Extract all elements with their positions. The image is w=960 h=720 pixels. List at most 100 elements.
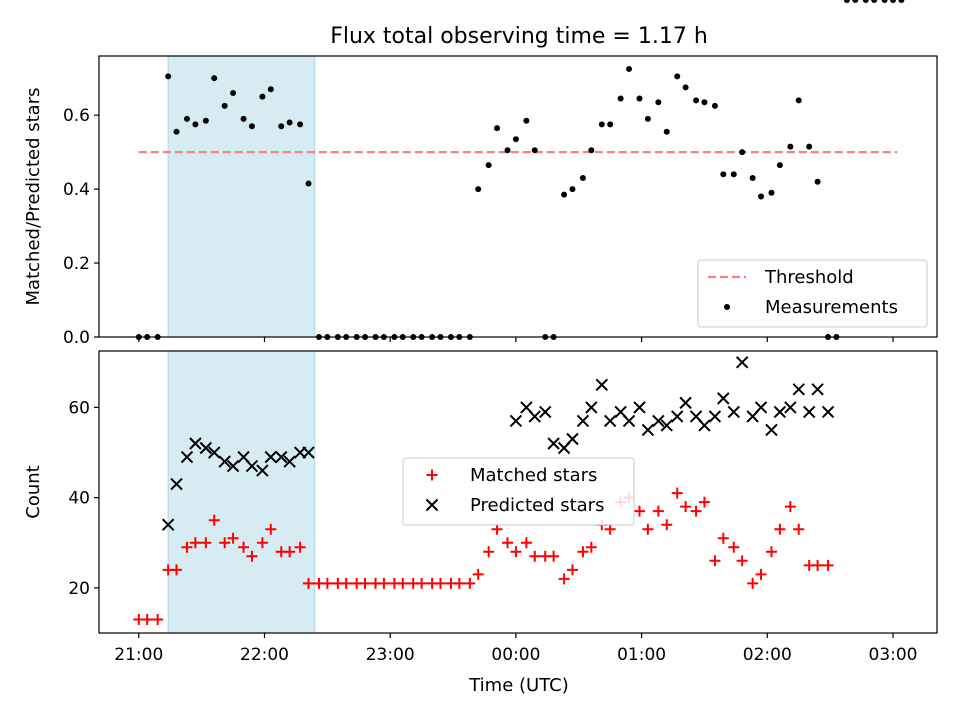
measurement-point [192,121,199,128]
predicted-point [585,401,598,414]
top-axes-frame [98,55,938,338]
bottom-legend: Matched stars Predicted stars [402,457,635,526]
top-y-tick-label: 0.4 [63,180,90,200]
measurement-point [598,121,605,128]
measurement-point [165,73,172,80]
matched-point [141,613,153,625]
measurement-point [523,117,530,124]
measurement-point [617,95,624,102]
matched-point [793,523,805,535]
measurement-point [890,0,897,3]
matched-point [585,541,597,553]
measurement-point [259,93,266,100]
measurement-point [871,0,878,3]
predicted-point [208,446,221,459]
matched-point [321,577,333,589]
matched-point [464,577,476,589]
measurement-point [881,0,888,3]
predicted-point [660,419,673,432]
predicted-point [811,383,824,396]
predicted-point [539,405,552,419]
matched-point [189,537,201,549]
measurement-point [701,99,708,106]
bottom-panel: 20 40 60 21:00 22:00 23:00 00:00 01:00 02:00 03:0… [23,351,938,665]
legend-measurements-swatch [724,304,730,310]
measurement-point [682,84,689,91]
bottom-y-axis-label: Count [23,465,44,518]
matched-point [698,496,710,508]
measurement-point [768,189,775,196]
measurement-point [739,149,746,156]
predicted-point [717,392,730,405]
measurement-point [240,115,247,122]
predicted-point [218,455,231,468]
measurement-point [278,123,285,130]
top-y-tick-label: 0.2 [63,254,90,274]
top-legend-box [697,259,928,328]
matched-point [453,577,465,589]
measurement-point [286,119,293,126]
predicted-point [671,410,684,423]
predicted-point [283,455,296,468]
matched-point [822,559,834,571]
matched-point [774,523,786,535]
measurement-point [787,143,794,150]
x-tick-label: 01:00 [617,645,666,665]
measurement-point [569,186,576,193]
predicted-point [641,423,655,437]
matched-point [765,546,777,558]
measurement-point [230,89,237,96]
x-axis-label: Time (UTC) [468,675,569,696]
measurement-point [485,162,492,169]
matched-point [755,568,767,580]
measurement-point [693,97,700,104]
matched-point [491,523,503,535]
measurement-point [720,171,727,178]
predicted-point [622,414,636,428]
matched-point [566,564,578,576]
bottom-y-tick-label: 40 [68,489,90,509]
matched-point [717,532,729,544]
matched-point [709,555,721,567]
matched-point [634,505,646,517]
predicted-point [245,459,259,473]
predicted-point [727,405,740,419]
measurement-point [852,0,859,3]
matched-point [246,550,258,562]
predicted-point [180,450,194,464]
matched-point [548,550,560,562]
measurement-point [711,102,718,109]
predicted-point [302,446,315,459]
matched-point [747,577,759,589]
legend-entry-label: Measurements [765,297,898,318]
matched-point [238,541,250,553]
predicted-point [566,432,579,446]
x-tick-label: 03:00 [869,645,918,665]
predicted-point [821,405,835,419]
measurement-point [730,171,737,178]
matched-point [219,537,231,549]
predicted-point [226,459,240,473]
measurement-point [173,128,180,135]
x-tick-label: 21:00 [114,645,163,665]
matched-point [359,577,371,589]
predicted-point [765,423,778,437]
x-tick-label: 22:00 [240,645,289,665]
matched-point [502,537,514,549]
predicted-point [547,437,560,450]
measurement-point [795,97,802,104]
measurement-point [626,65,633,72]
bottom-y-tick-label: 60 [68,398,90,418]
predicted-point [784,401,797,414]
bottom-series-cross [161,356,835,531]
bottom-legend-box [402,457,635,526]
matched-point [265,523,277,535]
matched-point [256,537,268,549]
top-legend: Threshold Measurements [697,259,928,328]
measurement-point [211,75,218,82]
matched-point [303,577,314,589]
x-tick-label: 00:00 [491,645,540,665]
x-tick-label: 23:00 [366,645,415,665]
matched-point [690,505,702,517]
predicted-point [708,410,722,423]
